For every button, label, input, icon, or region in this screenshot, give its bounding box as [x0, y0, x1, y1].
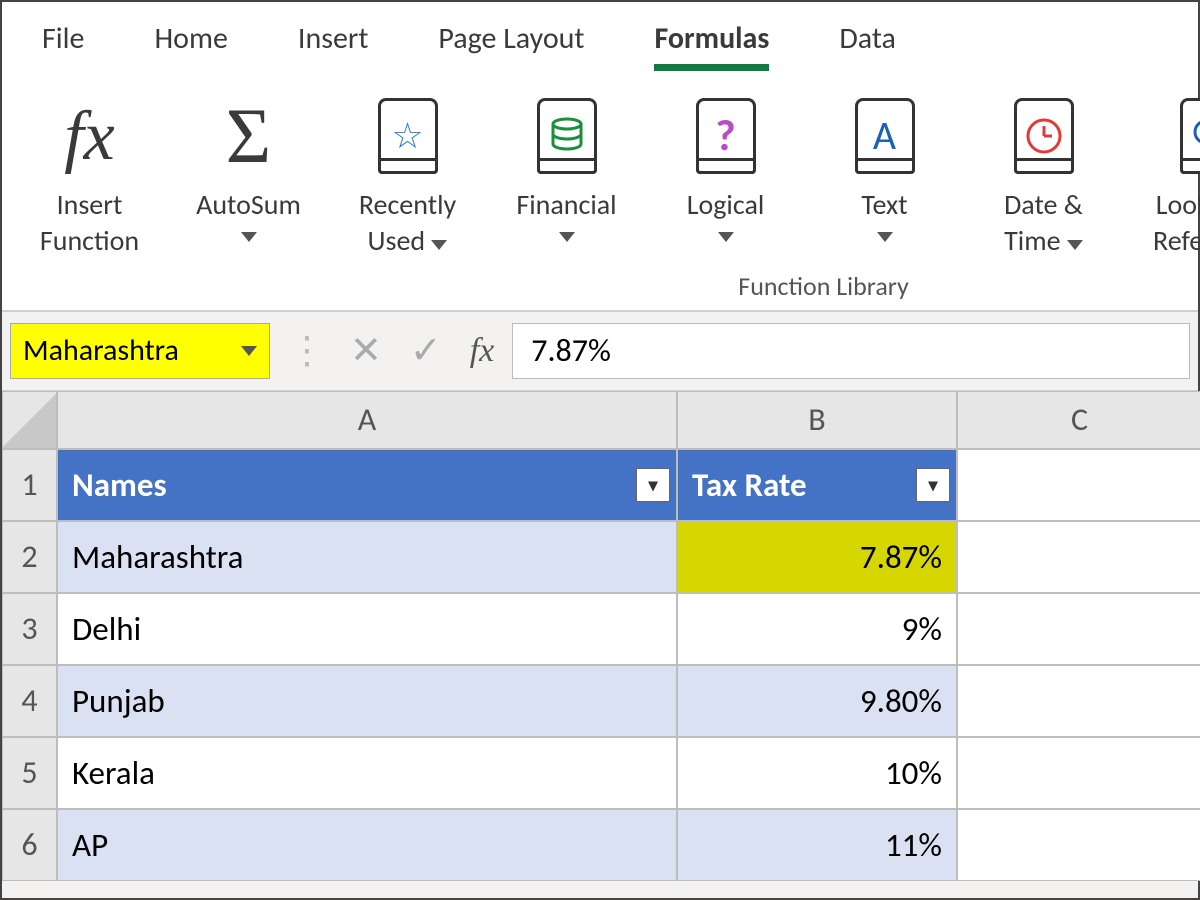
cell[interactable]: [957, 521, 1200, 593]
cell[interactable]: [957, 593, 1200, 665]
name-box-value: Maharashtra: [23, 332, 179, 369]
table-header-label: Tax Rate: [692, 465, 847, 505]
logical-button[interactable]: ? Logical: [658, 91, 793, 260]
date-time-button[interactable]: Date & Time: [976, 91, 1111, 260]
row-header[interactable]: 1: [2, 449, 57, 521]
tab-formulas[interactable]: Formulas: [654, 20, 769, 57]
tab-insert[interactable]: Insert: [298, 20, 369, 57]
lookup-reference-button[interactable]: Lookup & Reference: [1135, 91, 1200, 260]
filter-button[interactable]: ▾: [916, 468, 950, 502]
logical-book-icon: ?: [696, 91, 756, 181]
row-header[interactable]: 6: [2, 809, 57, 881]
ribbon-label: Recently: [359, 187, 456, 223]
cell[interactable]: [957, 665, 1200, 737]
spreadsheet-grid: A B C 1 Names ▾ Tax Rate ▾ 2 Maharashtra…: [2, 391, 1198, 881]
text-button[interactable]: A Text: [817, 91, 952, 260]
cell[interactable]: AP: [57, 809, 677, 881]
ribbon-group-label: Function Library: [22, 270, 1200, 302]
select-all-corner[interactable]: [2, 391, 57, 449]
cell[interactable]: [957, 737, 1200, 809]
clock-book-icon: [1014, 91, 1074, 181]
filter-button[interactable]: ▾: [636, 468, 670, 502]
chevron-down-icon: [718, 232, 734, 242]
ribbon-label: AutoSum: [196, 187, 301, 223]
chevron-down-icon: [1067, 240, 1083, 250]
chevron-down-icon: [877, 232, 893, 242]
ribbon-label: Time: [1004, 223, 1060, 258]
cell[interactable]: Kerala: [57, 737, 677, 809]
cell[interactable]: Punjab: [57, 665, 677, 737]
ribbon-label: Date &: [1004, 187, 1083, 223]
financial-book-icon: [537, 91, 597, 181]
ribbon-label: Lookup &: [1156, 187, 1200, 223]
row-header[interactable]: 5: [2, 737, 57, 809]
ribbon-label: Logical: [687, 187, 765, 223]
ribbon-label: Text: [861, 187, 907, 223]
table-header-taxrate[interactable]: Tax Rate ▾: [677, 449, 957, 521]
financial-button[interactable]: Financial: [499, 91, 634, 260]
cancel-icon[interactable]: ✕: [350, 328, 382, 374]
chevron-down-icon: [241, 232, 257, 242]
column-header-c[interactable]: C: [957, 391, 1200, 449]
table-header-label: Names: [72, 465, 207, 505]
fx-icon[interactable]: fx: [470, 332, 495, 370]
cell[interactable]: Delhi: [57, 593, 677, 665]
insert-function-button[interactable]: fx Insert Function: [22, 91, 157, 260]
star-book-icon: ☆: [378, 91, 438, 181]
ribbon-tabs: File Home Insert Page Layout Formulas Da…: [2, 2, 1198, 69]
column-header-a[interactable]: A: [57, 391, 677, 449]
chevron-down-icon: [559, 232, 575, 242]
autosum-button[interactable]: Σ AutoSum: [181, 91, 316, 260]
ribbon: fx Insert Function Σ AutoSum ☆ Recently …: [2, 69, 1198, 311]
chevron-down-icon: [241, 346, 257, 356]
table-header-names[interactable]: Names ▾: [57, 449, 677, 521]
ribbon-label: Used: [368, 223, 426, 258]
cell[interactable]: 9.80%: [677, 665, 957, 737]
ribbon-label: Financial: [516, 187, 616, 223]
lookup-book-icon: [1180, 91, 1200, 181]
cell[interactable]: 9%: [677, 593, 957, 665]
column-header-b[interactable]: B: [677, 391, 957, 449]
sigma-icon: Σ: [226, 91, 271, 181]
row-header[interactable]: 2: [2, 521, 57, 593]
tab-page-layout[interactable]: Page Layout: [438, 20, 584, 57]
ribbon-label: Function: [40, 223, 139, 259]
name-box[interactable]: Maharashtra: [10, 323, 270, 379]
ribbon-label: Insert: [57, 187, 123, 223]
cell[interactable]: [957, 809, 1200, 881]
enter-icon[interactable]: ✓: [410, 328, 442, 374]
tab-home[interactable]: Home: [154, 20, 227, 57]
fx-icon: fx: [64, 91, 115, 181]
chevron-down-icon: [431, 240, 447, 250]
tab-data[interactable]: Data: [839, 20, 896, 57]
row-header[interactable]: 4: [2, 665, 57, 737]
recently-used-button[interactable]: ☆ Recently Used: [340, 91, 475, 260]
tab-file[interactable]: File: [42, 20, 84, 57]
formula-input[interactable]: 7.87%: [512, 323, 1190, 379]
cell-highlighted[interactable]: 7.87%: [677, 521, 957, 593]
formula-value: 7.87%: [531, 331, 611, 370]
formula-bar: Maharashtra ⋮ ✕ ✓ fx 7.87%: [2, 311, 1198, 391]
formula-bar-controls: ⋮ ✕ ✓ fx: [288, 328, 494, 374]
cell[interactable]: [957, 449, 1200, 521]
row-header[interactable]: 3: [2, 593, 57, 665]
cell[interactable]: Maharashtra: [57, 521, 677, 593]
cell[interactable]: 11%: [677, 809, 957, 881]
text-book-icon: A: [855, 91, 915, 181]
cell[interactable]: 10%: [677, 737, 957, 809]
ribbon-label: Reference: [1153, 223, 1200, 259]
